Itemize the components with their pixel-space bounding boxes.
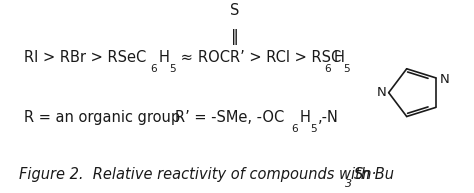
Text: 5: 5 xyxy=(310,124,317,134)
Text: 6: 6 xyxy=(291,124,298,134)
Text: ROCR’ > RCl > RSC: ROCR’ > RCl > RSC xyxy=(198,50,341,65)
Text: 5: 5 xyxy=(344,64,350,74)
Text: 6: 6 xyxy=(325,64,331,74)
Text: RI > RBr > RSeC: RI > RBr > RSeC xyxy=(24,50,146,65)
Text: ≈: ≈ xyxy=(176,50,198,65)
Text: H: H xyxy=(300,110,310,125)
Text: 5: 5 xyxy=(169,64,175,74)
Text: H: H xyxy=(333,50,344,65)
Text: N: N xyxy=(376,86,386,99)
Text: H: H xyxy=(158,50,169,65)
Text: 3: 3 xyxy=(345,179,352,189)
Text: N: N xyxy=(439,73,449,86)
Text: R = an organic group: R = an organic group xyxy=(24,110,180,125)
Text: Figure 2.  Relative reactivity of compounds with Bu: Figure 2. Relative reactivity of compoun… xyxy=(19,168,394,183)
Text: Sn·: Sn· xyxy=(354,168,377,183)
Text: ‖: ‖ xyxy=(231,29,239,45)
Text: S: S xyxy=(230,3,240,19)
Text: 6: 6 xyxy=(150,64,156,74)
Text: R’ = -SMe, -OC: R’ = -SMe, -OC xyxy=(175,110,284,125)
Text: ,-N: ,-N xyxy=(318,110,338,125)
